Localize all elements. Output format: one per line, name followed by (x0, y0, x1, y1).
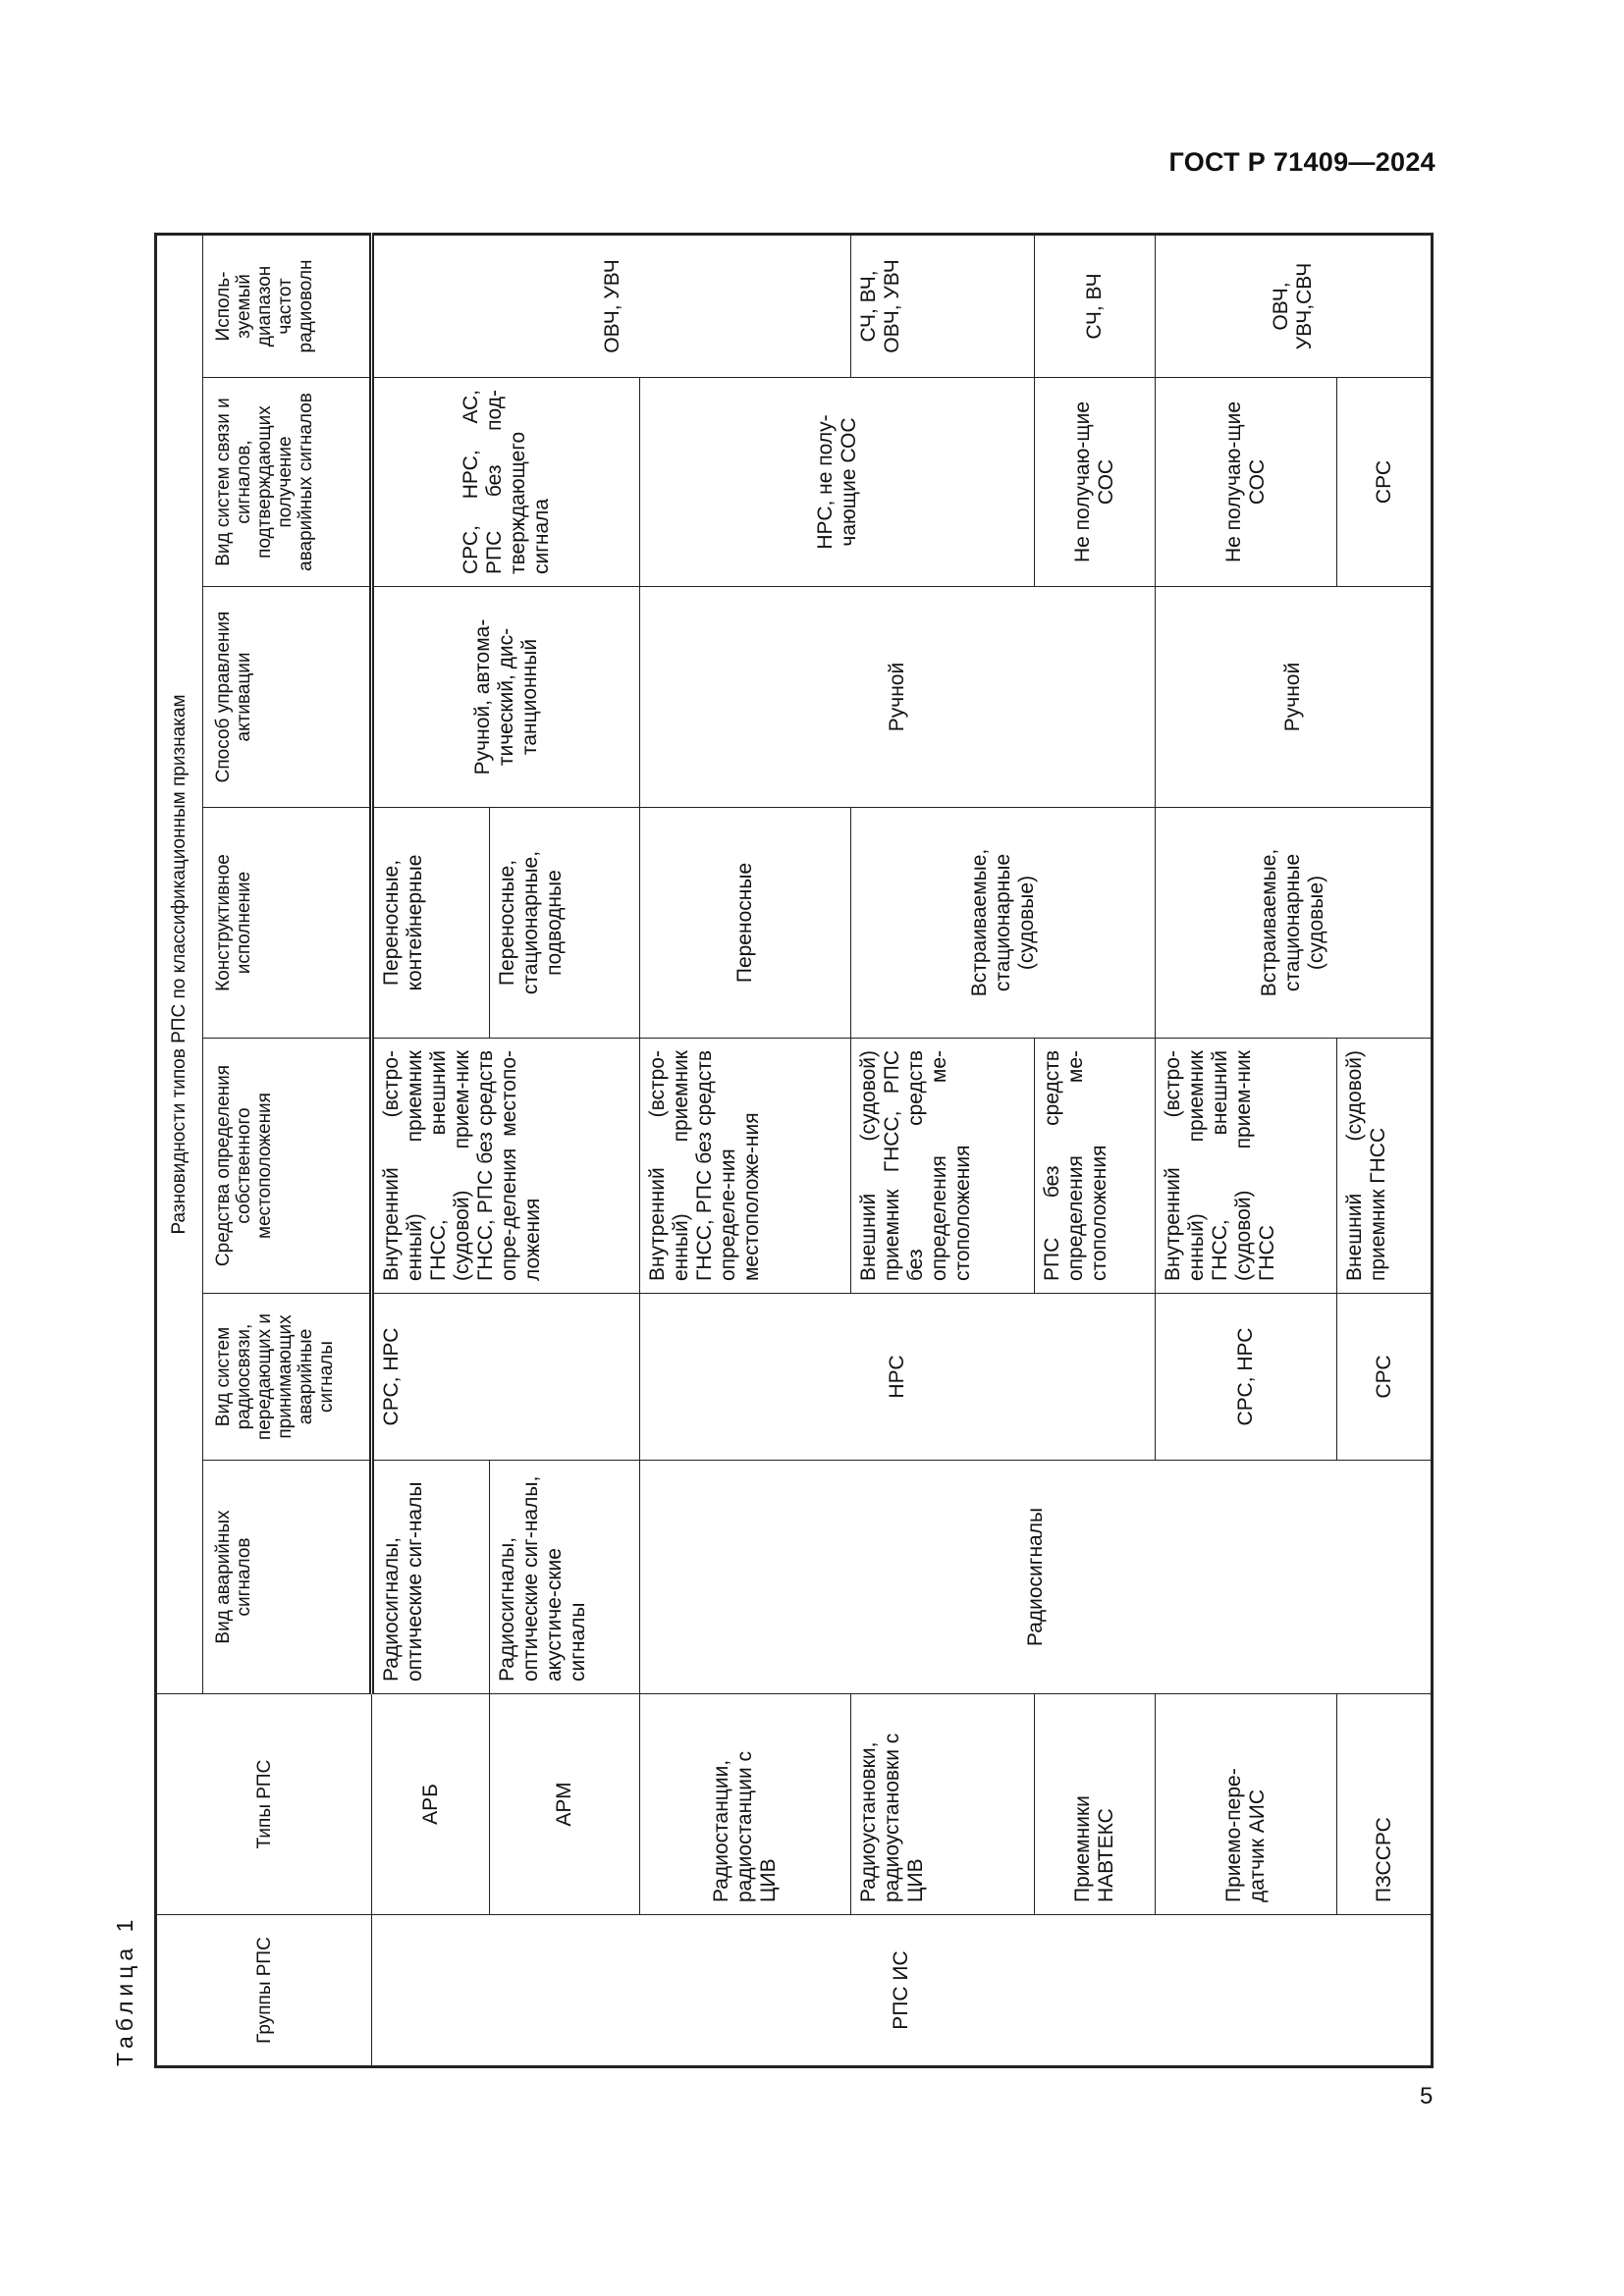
standard-number: ГОСТ Р 71409—2024 (1168, 147, 1435, 177)
construction-cell: Переносные, контейнерные (371, 807, 490, 1039)
confirmation-cell: СРС (1336, 377, 1433, 587)
classification-table: Группы РПС Типы РПС Разновидности типов … (154, 232, 1434, 2068)
activation-cell: Ручной, автома-тический, дис-танционный (371, 586, 640, 808)
confirmation-cell: СРС, НРС, АС, РПС без под-тверждающего с… (371, 377, 640, 587)
header-groups: Группы РПС (155, 1914, 372, 2067)
type-cell: Радиостанции, радиостанции с ЦИВ (639, 1693, 851, 1915)
radio-systems-cell: СРС, НРС (371, 1293, 640, 1461)
table-row: Радиостанции, радиостанции с ЦИВ Радиоси… (639, 234, 1433, 2066)
type-cell: Приемо-пере-датчик АИС (1155, 1693, 1337, 1915)
table-row: Приемо-пере-датчик АИС СРС, НРС Внутренн… (1155, 234, 1433, 2066)
positioning-cell: РПС без средств определения ме-стоположе… (1034, 1038, 1156, 1294)
positioning-cell: Внутренний (встро-енный) приемник ГНСС, … (639, 1038, 851, 1294)
rotated-table-block: Таблица 1 Группы РПС Типы РПС Разновидно… (110, 232, 1437, 2068)
construction-cell: Переносные (639, 807, 851, 1039)
header-activation: Способ управления активации (202, 586, 372, 808)
confirmation-cell: НРС, не полу-чающие СОС (639, 377, 1035, 587)
header-confirmation: Вид систем связи и сигналов, подтверждаю… (202, 377, 372, 587)
construction-cell: Переносные, стационарные, подводные (489, 807, 640, 1039)
confirmation-cell: Не получаю-щие СОС (1034, 377, 1156, 587)
construction-cell: Встраиваемые, стационарные (судовые) (1155, 807, 1433, 1039)
header-construction: Конструктивное исполнение (202, 807, 372, 1039)
type-cell: АРМ (489, 1693, 640, 1915)
band-cell: СЧ, ВЧ (1034, 234, 1156, 378)
radio-systems-cell: СРС, НРС (1155, 1293, 1337, 1461)
table-row: ПЗССРС СРС Внешний (судовой) приемник ГН… (1336, 234, 1433, 2066)
header-signal-type: Вид аварийных сигналов (202, 1460, 372, 1694)
type-cell: АРБ (371, 1693, 490, 1915)
positioning-cell: Внешний (судовой) приемник ГНСС (1336, 1038, 1433, 1294)
group-cell: РПС ИС (371, 1914, 1433, 2067)
type-cell: Приемники НАВТЕКС (1034, 1693, 1156, 1915)
table-caption: Таблица 1 (112, 1914, 137, 2066)
header-types: Типы РПС (155, 1693, 372, 1915)
super-header: Разновидности типов РПС по классификацио… (155, 234, 203, 1694)
activation-cell: Ручной (1155, 586, 1433, 808)
signal-cell: Радиосигналы (639, 1460, 1433, 1694)
positioning-cell: Внутренний (встро-енный) приемник ГНСС, … (1155, 1038, 1337, 1294)
band-cell: СЧ, ВЧ, ОВЧ, УВЧ (850, 234, 1035, 378)
band-cell: ОВЧ, УВЧ (371, 234, 851, 378)
construction-cell: Встраиваемые, стационарные (судовые) (850, 807, 1156, 1039)
radio-systems-cell: НРС (639, 1293, 1156, 1461)
signal-cell: Радиосигналы, оптические сиг-налы, акуст… (489, 1460, 640, 1694)
header-bands: Исполь-зуемый диапазон частот радиоволн (202, 234, 372, 378)
activation-cell: Ручной (639, 586, 1156, 808)
positioning-cell: Внешний (судовой) приемник ГНСС, РПС без… (850, 1038, 1035, 1294)
header-positioning: Средства определения собственного местоп… (202, 1038, 372, 1294)
positioning-cell: Внутренний (встро-енный) приемник ГНСС, … (371, 1038, 640, 1294)
header-radio-systems: Вид систем радиосвязи, передающих и прин… (202, 1293, 372, 1461)
radio-systems-cell: СРС (1336, 1293, 1433, 1461)
type-cell: ПЗССРС (1336, 1693, 1433, 1915)
table-row: Приемники НАВТЕКС РПС без средств опреде… (1034, 234, 1156, 2066)
page-number: 5 (1420, 2083, 1434, 2109)
table-row: РПС ИС АРБ Радиосигналы, оптические сиг-… (371, 234, 1433, 2067)
band-cell: ОВЧ, УВЧ,СВЧ (1155, 234, 1433, 378)
type-cell: Радиоустановки, радиоустановки с ЦИВ (850, 1693, 1035, 1915)
confirmation-cell: Не получаю-щие СОС (1155, 377, 1337, 587)
signal-cell: Радиосигналы, оптические сиг-налы (371, 1460, 490, 1694)
